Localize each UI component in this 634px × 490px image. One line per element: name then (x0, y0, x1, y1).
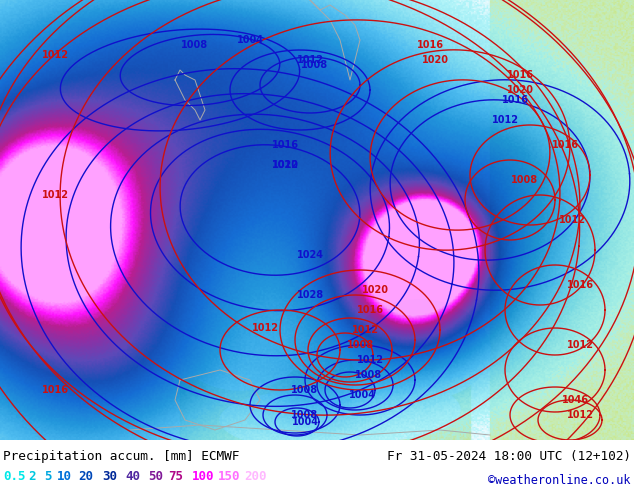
Text: 1012: 1012 (356, 355, 384, 365)
Text: 1004: 1004 (236, 35, 264, 45)
Text: 1012: 1012 (271, 160, 299, 170)
Ellipse shape (180, 310, 300, 390)
Text: 1012: 1012 (297, 55, 323, 65)
Text: 1008: 1008 (181, 40, 209, 50)
Text: 150: 150 (218, 469, 240, 483)
Text: 75: 75 (168, 469, 183, 483)
Bar (490, 0, 634, 440)
Text: 20: 20 (78, 469, 93, 483)
Ellipse shape (220, 390, 420, 450)
Text: 1020: 1020 (271, 160, 299, 170)
Text: 2: 2 (28, 469, 36, 483)
Text: 1046: 1046 (562, 395, 588, 405)
Text: 1016: 1016 (552, 140, 578, 150)
Text: 1012: 1012 (252, 323, 278, 333)
Text: 1008: 1008 (292, 410, 318, 420)
Text: 1008: 1008 (346, 340, 373, 350)
Text: 1016: 1016 (567, 280, 593, 290)
Text: 1016: 1016 (41, 385, 68, 395)
Text: 1008: 1008 (292, 385, 318, 395)
Text: 1004: 1004 (292, 417, 318, 427)
Text: 10: 10 (57, 469, 72, 483)
Text: 1012: 1012 (491, 115, 519, 125)
Text: 1012: 1012 (567, 340, 593, 350)
Text: Precipitation accum. [mm] ECMWF: Precipitation accum. [mm] ECMWF (3, 450, 240, 463)
Text: 1012: 1012 (351, 325, 378, 335)
Text: 1016: 1016 (507, 70, 533, 80)
Bar (270, 370, 360, 440)
Text: 1012: 1012 (559, 215, 586, 225)
Bar (180, 380, 280, 440)
Text: 30: 30 (102, 469, 117, 483)
Text: 1024: 1024 (297, 250, 323, 260)
Text: 1012: 1012 (567, 410, 593, 420)
Text: 40: 40 (125, 469, 140, 483)
Text: 1016: 1016 (417, 40, 444, 50)
Text: 5: 5 (44, 469, 51, 483)
Text: 1020: 1020 (507, 85, 533, 95)
Text: 1012: 1012 (41, 50, 68, 60)
Text: 100: 100 (192, 469, 214, 483)
Text: 1008: 1008 (301, 60, 328, 70)
Ellipse shape (300, 380, 460, 440)
Text: 1016: 1016 (501, 95, 529, 105)
Text: 0.5: 0.5 (3, 469, 25, 483)
Ellipse shape (350, 300, 490, 400)
Text: 1004: 1004 (349, 390, 375, 400)
Text: 50: 50 (148, 469, 163, 483)
Text: Fr 31-05-2024 18:00 UTC (12+102): Fr 31-05-2024 18:00 UTC (12+102) (387, 450, 631, 463)
Text: 1020: 1020 (361, 285, 389, 295)
Text: 1008: 1008 (512, 175, 538, 185)
Text: ©weatheronline.co.uk: ©weatheronline.co.uk (489, 473, 631, 487)
Text: 1020: 1020 (422, 55, 448, 65)
Text: 1016: 1016 (356, 305, 384, 315)
Text: 1016: 1016 (271, 140, 299, 150)
Bar (350, 360, 470, 440)
Text: 1008: 1008 (354, 370, 382, 380)
Text: 200: 200 (244, 469, 266, 483)
Text: 1028: 1028 (297, 290, 323, 300)
Text: 1012: 1012 (41, 190, 68, 200)
